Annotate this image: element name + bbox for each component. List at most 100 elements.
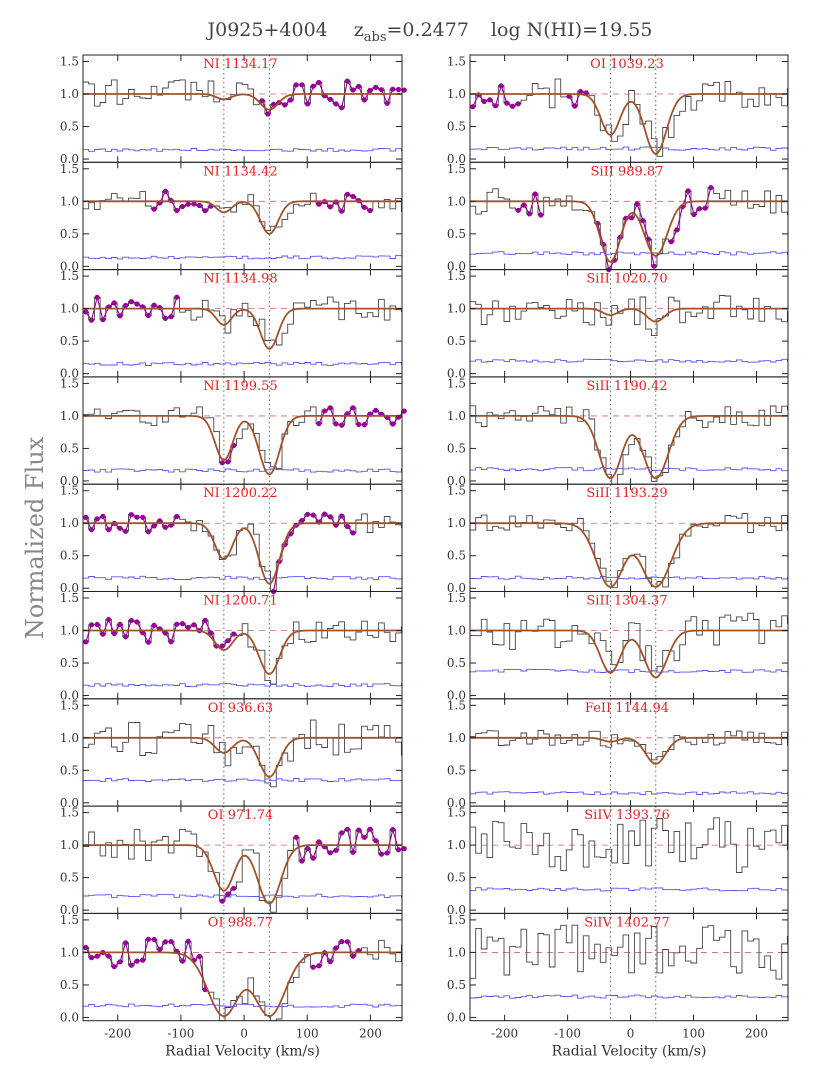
model-fit bbox=[470, 415, 788, 480]
panel-frame bbox=[469, 912, 789, 1022]
panel-0-0: 0.0 0.5 1.0 1.5 NI 1134.17 bbox=[60, 54, 407, 166]
blend-segment-1 bbox=[295, 827, 405, 863]
panel-1-2: 0.0 0.5 1.0 1.5 SiII 1020.70 bbox=[447, 269, 789, 381]
title-object: J0925+4004 bbox=[206, 19, 328, 41]
y-tick-label: 0.5 bbox=[447, 227, 466, 241]
ion-label: NI 1134.17 bbox=[203, 57, 277, 72]
panel-0-3: 0.0 0.5 1.0 1.5 NI 1199.55 bbox=[60, 376, 407, 488]
error-histogram bbox=[83, 575, 402, 580]
model-fit bbox=[83, 844, 402, 905]
y-tick-label: 0.0 bbox=[447, 152, 466, 166]
blend-segment-2 bbox=[670, 187, 712, 242]
y-tick-label: 0.0 bbox=[447, 903, 466, 917]
y-tick-label: 0.5 bbox=[447, 763, 466, 777]
y-tick-label: 1.0 bbox=[447, 302, 466, 316]
title-zabs: z bbox=[354, 19, 364, 41]
y-tick-label: 0.0 bbox=[447, 796, 466, 810]
y-tick-label: 1.5 bbox=[60, 376, 79, 390]
panel-1-0: 0.0 0.5 1.0 1.5 OI 1039.23 bbox=[447, 54, 789, 166]
y-tick-label: 0.5 bbox=[60, 441, 79, 455]
y-tick-label: 0.5 bbox=[60, 656, 79, 670]
blend-segment-0 bbox=[222, 445, 235, 464]
y-tick-label: 0.0 bbox=[447, 581, 466, 595]
ion-label: SiIV 1402.77 bbox=[584, 915, 669, 930]
x-axis-label: Radial Velocity (km/s) bbox=[165, 1044, 320, 1060]
flux-histogram bbox=[470, 730, 788, 761]
y-tick-label: 1.5 bbox=[447, 162, 466, 176]
blend-segment-0 bbox=[261, 79, 405, 116]
panel-0-7: 0.0 0.5 1.0 1.5 OI 971.74 bbox=[60, 805, 407, 917]
error-histogram bbox=[470, 887, 788, 892]
error-histogram bbox=[470, 668, 788, 673]
ion-label: NI 1134.98 bbox=[203, 272, 277, 287]
ion-label: SiII 1020.70 bbox=[586, 272, 667, 287]
y-tick-label: 1.5 bbox=[60, 162, 79, 176]
title-zabs-sub: abs bbox=[364, 30, 387, 45]
y-tick-label: 1.5 bbox=[447, 591, 466, 605]
model-fit bbox=[83, 951, 402, 1017]
blend-segment-1 bbox=[272, 513, 354, 592]
y-tick-label: 1.0 bbox=[60, 838, 79, 852]
ion-label: SiIV 1393.76 bbox=[584, 808, 669, 823]
y-tick-label: 1.5 bbox=[60, 484, 79, 498]
ion-label: SiII 989.87 bbox=[591, 164, 664, 179]
y-tick-label: 0.0 bbox=[60, 903, 79, 917]
y-tick-label: 1.5 bbox=[447, 484, 466, 498]
y-tick-label: 0.5 bbox=[447, 441, 466, 455]
y-tick-label: 0.5 bbox=[447, 656, 466, 670]
model-fit bbox=[470, 522, 788, 588]
y-tick-label: 0.0 bbox=[447, 1010, 466, 1024]
panel-0-8: 0.0 0.5 1.0 1.5 OI 988.77 bbox=[60, 912, 403, 1024]
y-tick-label: 1.5 bbox=[447, 376, 466, 390]
error-histogram bbox=[83, 1003, 402, 1008]
x-axis-label: Radial Velocity (km/s) bbox=[552, 1044, 707, 1060]
ion-label: SiII 1193.29 bbox=[586, 486, 667, 501]
y-tick-label: 0.0 bbox=[447, 474, 466, 488]
y-tick-label: 0.0 bbox=[60, 259, 79, 273]
y-tick-label: 0.5 bbox=[60, 978, 79, 992]
x-tick-label: 200 bbox=[745, 1027, 768, 1041]
model-fit bbox=[83, 307, 402, 350]
y-tick-label: 1.0 bbox=[60, 87, 79, 101]
y-tick-label: 0.0 bbox=[60, 474, 79, 488]
y-tick-label: 1.0 bbox=[447, 945, 466, 959]
x-tick-label: 100 bbox=[682, 1027, 705, 1041]
flux-histogram bbox=[470, 405, 788, 485]
y-tick-label: 1.0 bbox=[447, 87, 466, 101]
y-tick-label: 1.0 bbox=[447, 838, 466, 852]
x-tick-label: 100 bbox=[296, 1027, 319, 1041]
flux-histogram bbox=[83, 828, 402, 913]
x-tick-label: -200 bbox=[104, 1027, 131, 1041]
flux-histogram bbox=[83, 619, 402, 685]
blend-point bbox=[219, 460, 225, 466]
y-tick-label: 1.5 bbox=[60, 591, 79, 605]
y-tick-label: 1.5 bbox=[447, 698, 466, 712]
flux-histogram bbox=[83, 513, 402, 592]
flux-histogram bbox=[470, 924, 788, 980]
y-tick-label: 0.0 bbox=[60, 689, 79, 703]
panel-0-5: 0.0 0.5 1.0 1.5 NI 1200.71 bbox=[60, 591, 403, 703]
flux-histogram bbox=[470, 187, 788, 271]
y-tick-label: 0.5 bbox=[60, 120, 79, 134]
panel-0-4: 0.0 0.5 1.0 1.5 NI 1200.22 bbox=[60, 483, 403, 595]
blend-segment-0 bbox=[85, 297, 178, 322]
blend-segment-1 bbox=[568, 90, 587, 108]
x-tick-label: -100 bbox=[554, 1027, 581, 1041]
panel-1-3: 0.0 0.5 1.0 1.5 SiII 1190.42 bbox=[447, 376, 789, 488]
y-tick-label: 0.0 bbox=[60, 1010, 79, 1024]
y-tick-label: 0.5 bbox=[60, 227, 79, 241]
y-tick-label: 0.5 bbox=[447, 549, 466, 563]
y-tick-label: 1.0 bbox=[60, 409, 79, 423]
y-tick-label: 0.5 bbox=[447, 978, 466, 992]
model-fit bbox=[83, 93, 402, 111]
panel-grid: 0.0 0.5 1.0 1.5 NI 1134.17 0.0 0.5 1.0 1.5 NI 113… bbox=[60, 54, 789, 1060]
y-tick-label: 1.5 bbox=[447, 913, 466, 927]
y-tick-label: 1.5 bbox=[60, 806, 79, 820]
model-fit bbox=[470, 307, 788, 323]
model-fit bbox=[470, 629, 788, 679]
y-tick-label: 1.0 bbox=[447, 516, 466, 530]
blend-point bbox=[538, 212, 544, 218]
blend-point bbox=[515, 101, 521, 107]
ion-label: NI 1134.42 bbox=[203, 164, 277, 179]
